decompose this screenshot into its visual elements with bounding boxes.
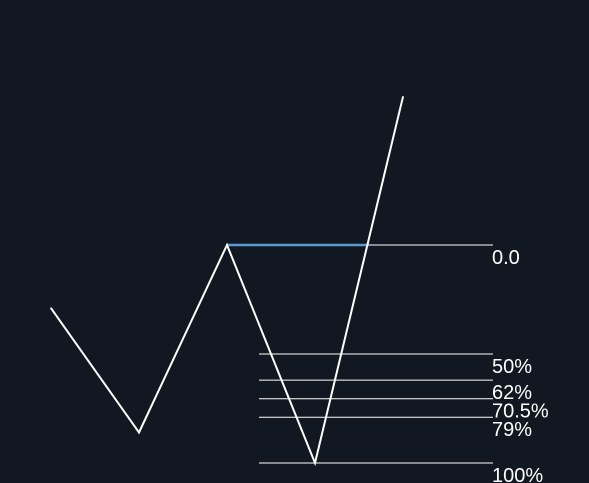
price-point-3 bbox=[314, 462, 316, 464]
price-point-4 bbox=[402, 95, 404, 98]
price-point-0 bbox=[50, 307, 52, 310]
fib-level-label-2: 62% bbox=[492, 382, 532, 404]
fib-level-label-3: 70.5% bbox=[492, 401, 549, 423]
fib-level-label-4: 79% bbox=[492, 419, 532, 441]
fib-level-labels: 0.0 50% 62%70.5%79% 100% bbox=[492, 247, 549, 483]
price-point-2 bbox=[226, 244, 228, 246]
price-line-0 bbox=[50, 96, 404, 467]
fib-level-label-0: 0.0 bbox=[492, 247, 520, 269]
price-layer bbox=[50, 95, 404, 467]
fib-level-label-1: 50% bbox=[492, 356, 532, 378]
price-point-1 bbox=[138, 431, 140, 434]
fib-level-label-5: 100% bbox=[492, 465, 543, 483]
fib-level-lines bbox=[259, 244, 493, 464]
